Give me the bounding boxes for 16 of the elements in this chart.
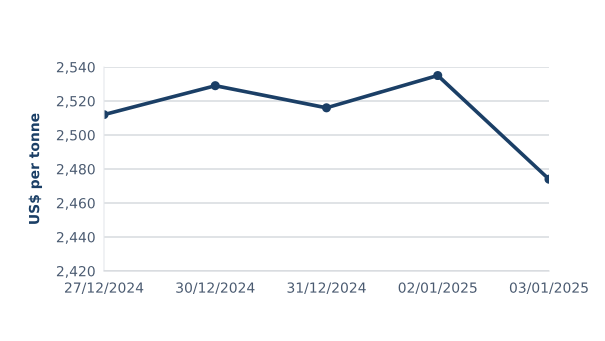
y-axis-title: US$ per tonne xyxy=(28,114,42,224)
y-tick-label: 2,420 xyxy=(56,266,95,278)
y-tick-label: 2,460 xyxy=(56,198,95,210)
x-tick-label: 27/12/2024 xyxy=(64,282,144,294)
point xyxy=(322,103,332,112)
x-tick-label: 30/12/2024 xyxy=(176,282,254,294)
y-tick-label: 2,440 xyxy=(56,232,95,244)
y-tick-label: 2,500 xyxy=(56,130,95,142)
point xyxy=(210,81,220,90)
x-tick-label: 03/01/2025 xyxy=(510,282,588,294)
point xyxy=(433,70,442,80)
y-tick-label: 2,480 xyxy=(56,164,95,176)
x-tick-label: 31/12/2024 xyxy=(288,282,366,294)
y-tick-label: 2,520 xyxy=(56,96,95,108)
x-tick-label: 02/01/2025 xyxy=(398,282,477,294)
y-tick-label: 2,540 xyxy=(56,62,95,74)
